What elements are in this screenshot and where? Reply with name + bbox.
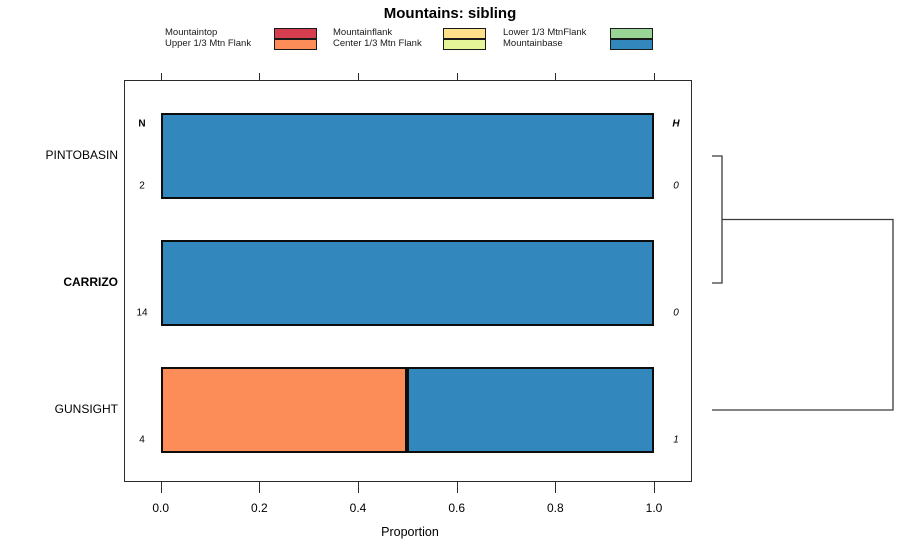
plot-box	[124, 80, 692, 482]
legend-label: Mountainflank	[333, 26, 393, 38]
legend-label: Center 1/3 Mtn Flank	[333, 38, 422, 49]
legend-swatch	[274, 27, 317, 39]
x-tick-bottom	[160, 482, 162, 493]
x-tick-label: 0.6	[448, 501, 466, 515]
x-tick-label: 0.0	[152, 501, 170, 515]
x-tick-top	[654, 73, 655, 80]
x-tick-label: 1.0	[645, 501, 663, 515]
x-tick-bottom	[358, 482, 360, 493]
x-tick-label: 0.8	[546, 501, 564, 515]
dendrogram-cluster-1	[712, 155, 723, 284]
bar-segment	[407, 367, 654, 453]
legend-label: Upper 1/3 Mtn Flank	[165, 38, 252, 49]
h-column-header: H	[672, 118, 680, 130]
x-tick-top	[456, 73, 458, 80]
x-axis-label: Proportion	[381, 525, 439, 539]
x-tick-label: 0.4	[349, 501, 367, 515]
n-value: 2	[139, 180, 145, 192]
row-label-gunsight: GUNSIGHT	[54, 402, 118, 416]
h-value: 0	[673, 180, 679, 192]
legend-swatch	[443, 27, 486, 39]
legend-label: Lower 1/3 MtnFlank	[503, 26, 587, 38]
legend-label: Mountainbase	[503, 38, 563, 49]
legend-swatch	[610, 38, 653, 50]
x-tick-top	[555, 73, 557, 80]
n-value: 4	[139, 434, 145, 446]
row-label-pintobasin: PINTOBASIN	[45, 148, 118, 162]
x-tick-bottom	[555, 482, 557, 493]
bar-segment	[160, 367, 408, 453]
h-value: 1	[673, 434, 679, 446]
x-tick-bottom	[654, 482, 655, 493]
x-tick-label: 0.2	[251, 501, 268, 515]
dendrogram-cluster-2	[712, 218, 894, 411]
n-column-header: N	[138, 118, 146, 130]
x-tick-top	[160, 73, 162, 80]
chart-title: Mountains: sibling	[383, 5, 517, 22]
h-value: 0	[673, 307, 679, 319]
x-tick-bottom	[456, 482, 458, 493]
legend-swatch	[274, 38, 317, 50]
x-tick-bottom	[259, 482, 261, 493]
x-tick-top	[358, 73, 360, 80]
legend-label: Mountaintop	[165, 26, 218, 38]
n-value: 14	[136, 307, 148, 319]
legend-swatch	[610, 27, 653, 39]
bar-segment	[160, 240, 654, 326]
row-label-carrizo: CARRIZO	[63, 275, 118, 289]
bar-segment	[160, 113, 654, 199]
legend-swatch	[443, 38, 486, 50]
x-tick-top	[259, 73, 261, 80]
